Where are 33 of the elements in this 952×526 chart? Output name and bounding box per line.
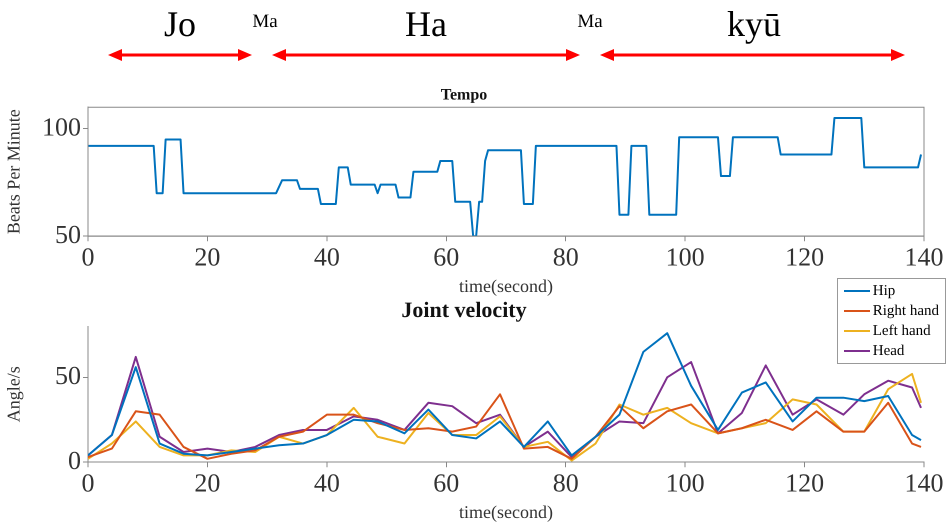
x-tick-label: 120	[785, 242, 824, 272]
x-tick-label: 100	[666, 468, 705, 498]
x-tick-label: 60	[433, 468, 460, 498]
y-tick-label: 0	[68, 446, 81, 476]
x-tick-label: 40	[314, 242, 340, 272]
x-tick-label: 60	[433, 242, 460, 272]
y-tick-label: 50	[55, 220, 81, 250]
x-tick-label: 140	[904, 242, 944, 272]
y-axis-title: Beats Per Minute	[4, 109, 24, 234]
legend-label: Head	[872, 342, 904, 361]
y-axis-title: Angle/s	[4, 366, 24, 422]
legend-label: Hip	[872, 282, 896, 301]
x-tick-label: 40	[314, 468, 340, 498]
x-tick-label: 80	[552, 468, 579, 498]
x-axis-title: time(second)	[459, 502, 553, 522]
x-tick-label: 100	[666, 242, 705, 272]
x-tick-label: 140	[904, 468, 944, 498]
text: Ma	[252, 11, 278, 32]
legend-label: Right hand	[872, 302, 939, 321]
legend-label: Left hand	[872, 322, 931, 341]
text: Ma	[577, 11, 603, 32]
text: Ha	[405, 4, 447, 44]
y-tick-label: 100	[42, 112, 81, 142]
chart-title: Joint velocity	[401, 296, 527, 322]
text: Jo	[164, 4, 196, 44]
chart-title: Tempo	[440, 86, 488, 104]
x-tick-label: 20	[194, 242, 220, 272]
x-tick-label: 80	[552, 242, 579, 272]
x-axis-title: time(second)	[459, 276, 553, 296]
text: kyū	[727, 4, 781, 44]
x-tick-label: 120	[785, 468, 824, 498]
y-tick-label: 50	[55, 361, 81, 390]
x-tick-label: 20	[194, 468, 220, 498]
